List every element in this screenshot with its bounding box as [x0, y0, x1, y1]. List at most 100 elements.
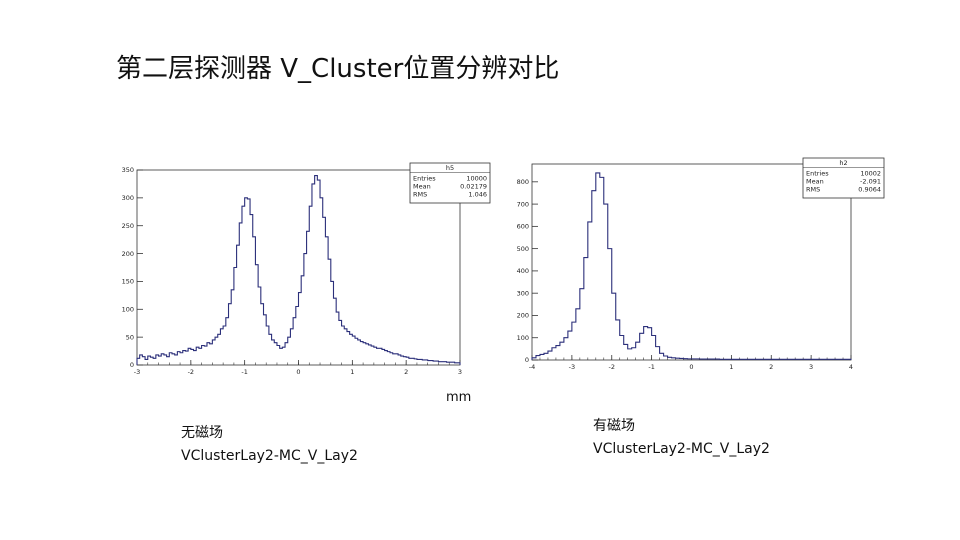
- histogram-bin: [564, 338, 568, 360]
- histogram-bin: [648, 328, 652, 360]
- histogram-bin: [811, 359, 815, 360]
- histogram-bin: [835, 359, 839, 360]
- histogram-bin: [727, 359, 731, 360]
- histogram-bin: [695, 359, 699, 360]
- histogram-bin: [540, 354, 544, 360]
- plot-frame-1: [531, 163, 852, 361]
- histogram-bin: [735, 359, 739, 360]
- stats-box-1: [802, 157, 885, 199]
- histogram-bin: [580, 289, 584, 360]
- histogram-bin: [664, 356, 668, 360]
- y-tick-label: 600: [517, 223, 529, 231]
- histogram-bin: [576, 309, 580, 360]
- histogram-bin: [831, 359, 835, 360]
- x-tick-label: 0: [296, 368, 300, 376]
- histogram-bin: [791, 359, 795, 360]
- x-tick-label: -2: [609, 363, 615, 371]
- histogram-bin: [723, 359, 727, 360]
- y-tick-label: 350: [122, 166, 134, 174]
- histogram-bin: [568, 331, 572, 360]
- stats-value: -2.091: [860, 178, 881, 186]
- histogram-bin: [632, 348, 636, 360]
- slide-title: 第二层探测器 V_Cluster位置分辨对比: [116, 54, 560, 84]
- stats-box-name: h2: [839, 159, 847, 167]
- caption-left-name: VClusterLay2-MC_V_Lay2: [181, 448, 358, 464]
- x-tick-label: 2: [404, 368, 408, 376]
- x-tick-label: 3: [809, 363, 813, 371]
- histogram-bin: [608, 249, 612, 360]
- histogram-bin: [759, 359, 763, 360]
- histogram-bin: [640, 333, 644, 360]
- histogram-bin: [688, 359, 692, 360]
- stats-label: Entries: [806, 170, 829, 178]
- histogram-bin: [731, 359, 735, 360]
- y-tick-label: 400: [517, 267, 529, 275]
- stats-label: RMS: [806, 186, 820, 194]
- x-tick-label: -4: [529, 363, 535, 371]
- stats-value: 0.9064: [858, 186, 881, 194]
- histogram-bin: [739, 359, 743, 360]
- histogram-bin: [584, 258, 588, 360]
- stats-label: Mean: [806, 178, 824, 186]
- histogram-bin: [532, 358, 536, 360]
- histogram-bin: [676, 358, 680, 360]
- histogram-bin: [652, 336, 656, 361]
- histogram-bin: [680, 358, 684, 360]
- histogram-bin: [847, 359, 851, 360]
- histogram-bin: [620, 336, 624, 361]
- histogram-bin: [616, 320, 620, 360]
- x-tick-label: -3: [134, 368, 140, 376]
- y-tick-label: 100: [517, 334, 529, 342]
- stats-value: 10002: [860, 170, 881, 178]
- histogram-bin: [592, 191, 596, 360]
- histogram-bin: [684, 359, 688, 360]
- caption-right-name: VClusterLay2-MC_V_Lay2: [593, 441, 770, 457]
- histogram-bin: [628, 349, 632, 360]
- histogram-bin: [807, 359, 811, 360]
- histogram-bin: [572, 322, 576, 360]
- histogram-bin: [544, 353, 548, 360]
- x-tick-label: 1: [350, 368, 354, 376]
- histogram-bin: [660, 353, 664, 360]
- histogram-bin: [707, 359, 711, 360]
- histogram-bin: [668, 357, 672, 360]
- x-tick-label: 0: [689, 363, 693, 371]
- histogram-bin: [536, 356, 540, 360]
- histogram-bin: [747, 359, 751, 360]
- caption-right: 有磁场 VClusterLay2-MC_V_Lay2: [593, 415, 770, 461]
- y-tick-label: 250: [122, 222, 134, 230]
- histogram-bin: [839, 359, 843, 360]
- histogram-bin: [624, 344, 628, 360]
- histogram-bin: [795, 359, 799, 360]
- histogram-bin: [751, 359, 755, 360]
- x-tick-label: -3: [569, 363, 575, 371]
- histogram-bin: [743, 359, 747, 360]
- histogram-bin: [827, 359, 831, 360]
- y-tick-label: 50: [126, 333, 134, 341]
- y-tick-label: 200: [122, 250, 134, 258]
- histogram-bin: [644, 327, 648, 360]
- histogram-bin: [715, 359, 719, 360]
- x-tick-label: 3: [458, 368, 462, 376]
- x-tick-label: -2: [188, 368, 194, 376]
- x-tick-label: 4: [849, 363, 853, 371]
- histogram-bin: [548, 351, 552, 360]
- histogram-bin: [767, 359, 771, 360]
- histogram-bin: [779, 359, 783, 360]
- histogram-bin: [560, 342, 564, 360]
- y-tick-label: 0: [130, 361, 134, 369]
- y-tick-label: 100: [122, 305, 134, 313]
- caption-right-condition: 有磁场: [593, 418, 635, 434]
- x-tick-label: 2: [769, 363, 773, 371]
- stats-label: RMS: [413, 191, 427, 199]
- histogram-bin: [819, 359, 823, 360]
- y-tick-label: 200: [517, 312, 529, 320]
- histogram-bin: [783, 359, 787, 360]
- y-tick-label: 500: [517, 245, 529, 253]
- histogram-series-0: [136, 175, 461, 365]
- histogram-bin: [552, 348, 556, 360]
- stats-value: 10000: [466, 175, 487, 183]
- histogram-bin: [703, 359, 707, 360]
- y-tick-label: 300: [122, 194, 134, 202]
